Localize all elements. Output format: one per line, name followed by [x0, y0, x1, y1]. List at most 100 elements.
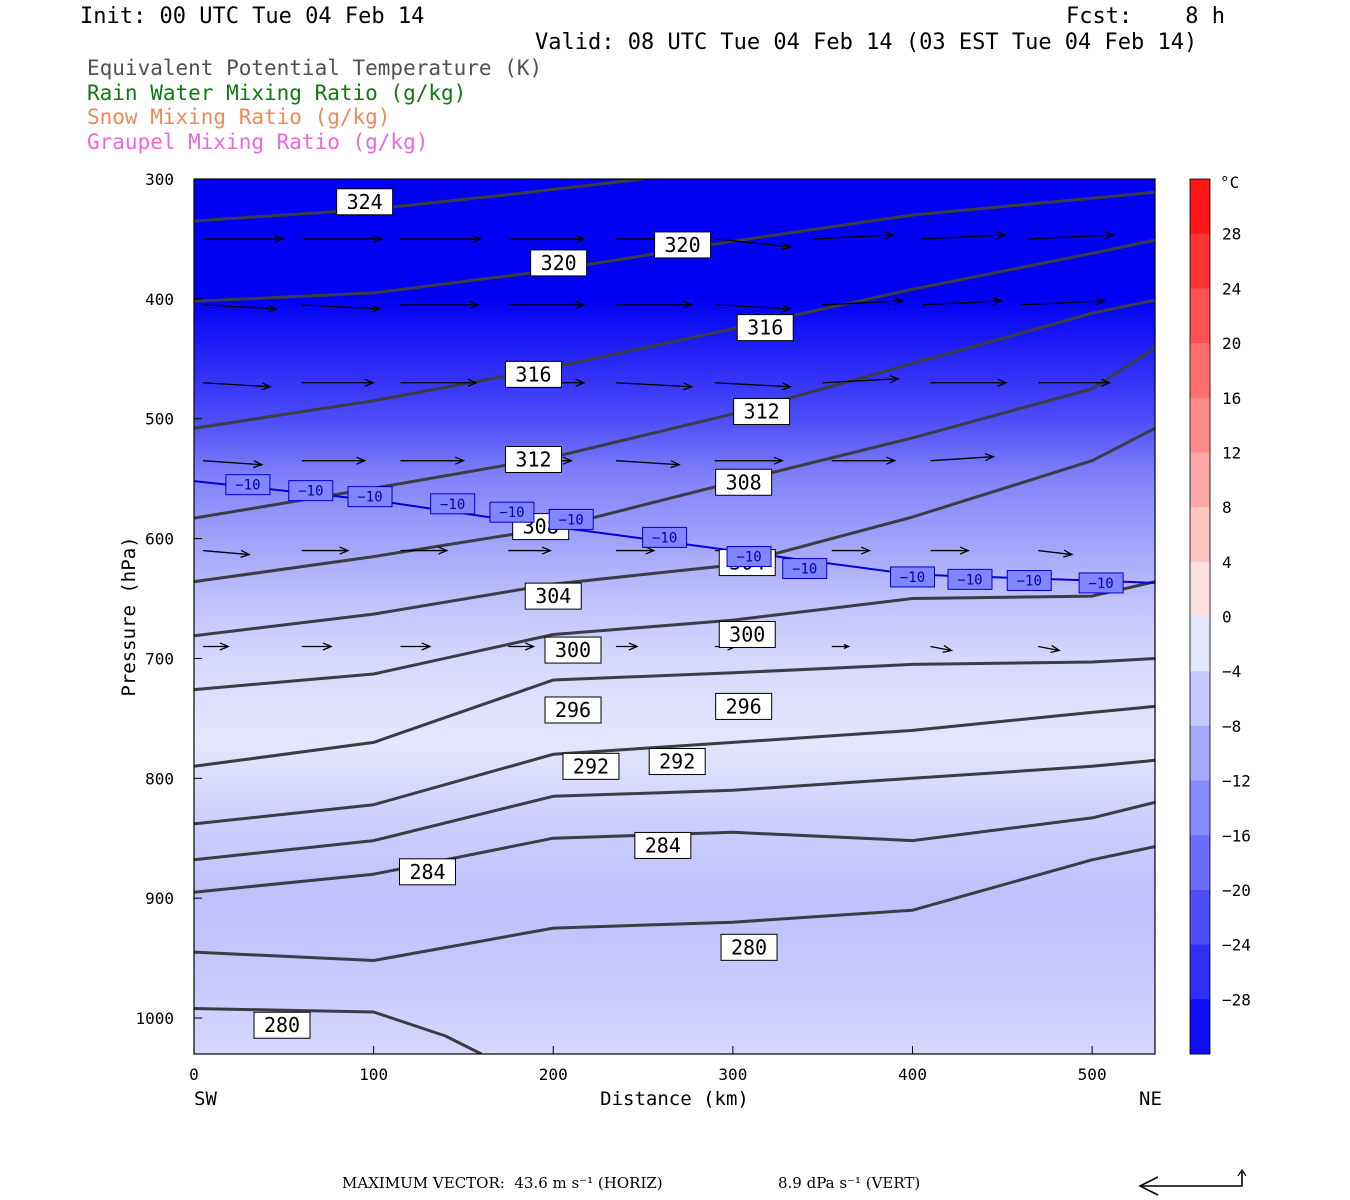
wind-vector-head — [467, 378, 478, 387]
isotherm-label-box — [890, 566, 936, 588]
colorbar-tick-label: 24 — [1222, 279, 1241, 298]
wind-vector — [301, 304, 380, 310]
isotherm-label-box — [225, 474, 271, 496]
wind-vector — [202, 460, 262, 466]
wind-vector — [202, 549, 250, 556]
max-vector-vertical: 8.9 dPa s⁻¹ (VERT) — [778, 1174, 921, 1192]
isotherm-label: −10 — [957, 572, 982, 588]
colorbar-segment — [1190, 343, 1210, 399]
isotherm-label: −10 — [298, 484, 323, 500]
contour-label-284: 284 — [409, 860, 445, 884]
wind-vector — [921, 300, 1002, 306]
contour-label-292: 292 — [573, 754, 609, 778]
contour-label-304: 304 — [535, 584, 571, 608]
colorbar-tick-label: −16 — [1222, 826, 1251, 845]
wind-vector — [930, 456, 994, 462]
x-end-label-ne: NE — [1139, 1088, 1162, 1110]
theta-e-contour-284 — [194, 800, 1155, 894]
valid-time: Valid: 08 UTC Tue 04 Feb 14 (03 EST Tue … — [535, 30, 1198, 55]
isotherm-label-box — [430, 493, 476, 515]
contour-label-box — [733, 398, 791, 426]
x-tick-label: 400 — [898, 1065, 927, 1084]
wind-vector — [921, 234, 1006, 240]
contour-label-300: 300 — [729, 622, 765, 646]
contour-label-308: 308 — [726, 470, 762, 494]
wind-vector-head — [781, 382, 793, 391]
colorbar-segment — [1190, 616, 1210, 672]
wind-vector-head — [781, 304, 793, 313]
isotherm-label: −10 — [792, 562, 817, 578]
theta-e-contour-280 — [194, 845, 1155, 962]
wind-vector-head — [843, 643, 851, 650]
contour-label-box — [720, 933, 778, 961]
contour-label-box — [530, 249, 588, 277]
contour-label-box — [399, 858, 457, 886]
wind-vector-head — [322, 642, 333, 651]
forecast-hour: Fcst: 8 h — [1066, 4, 1225, 29]
contour-label-box — [504, 360, 562, 388]
wind-vector-head — [455, 456, 466, 465]
colorbar-segment — [1190, 671, 1210, 727]
contour-label-280: 280 — [264, 1013, 300, 1037]
x-tick-label: 300 — [718, 1065, 747, 1084]
colorbar-tick-label: −24 — [1222, 936, 1251, 955]
init-time: Init: 00 UTC Tue 04 Feb 14 — [80, 4, 425, 29]
contour-label-box — [736, 314, 794, 342]
max-vector-horizontal: MAXIMUM VECTOR: 43.6 m s⁻¹ (HORIZ) — [342, 1174, 663, 1192]
colorbar-tick-label: −28 — [1222, 990, 1251, 1009]
wind-vector-head — [884, 231, 896, 240]
contour-label-box — [504, 445, 562, 473]
colorbar-segment — [1190, 999, 1210, 1055]
colorbar-segment — [1190, 780, 1210, 836]
isotherm-label: −10 — [499, 505, 524, 521]
contour-label-box — [544, 696, 602, 724]
x-tick-label: 0 — [189, 1065, 199, 1084]
contour-label-316: 316 — [747, 316, 783, 340]
theta-e-contour-288 — [194, 758, 1155, 862]
wind-vector-head — [628, 642, 639, 651]
wind-vector-head — [992, 297, 1003, 306]
wind-vector-head — [219, 642, 230, 651]
theta-e-contour-276 — [194, 1007, 483, 1054]
wind-vector — [1020, 300, 1105, 306]
contour-label-312: 312 — [744, 400, 780, 424]
y-tick-label: 800 — [145, 769, 174, 788]
wind-vector — [813, 234, 894, 240]
isotherm-label-box — [726, 546, 772, 568]
y-tick-label: 700 — [145, 649, 174, 668]
wind-vector — [714, 304, 791, 310]
isotherm-label: −10 — [652, 530, 677, 546]
wind-vector — [202, 304, 277, 310]
wind-vector-head — [670, 460, 681, 469]
contour-label-box — [648, 748, 706, 776]
contour-label-312: 312 — [515, 447, 551, 471]
wind-vector-head — [860, 546, 872, 555]
wind-vector-head — [1063, 549, 1074, 558]
colorbar-frame — [1189, 178, 1211, 1055]
contour-label-box — [718, 620, 776, 648]
theta-e-contour-300 — [194, 580, 1155, 692]
wind-vector-head — [339, 546, 350, 555]
wind-vector — [202, 382, 271, 388]
contour-label-box — [654, 231, 712, 259]
wind-vector-head — [373, 234, 384, 244]
legend-theta-e: Equivalent Potential Temperature (K) — [87, 56, 543, 80]
theta-e-contour-316 — [194, 238, 1155, 430]
colorbar-tick-label: 8 — [1222, 498, 1232, 517]
colorbar-tick-label: −4 — [1222, 662, 1241, 681]
wind-vector-head — [356, 456, 367, 465]
theta-e-contour-296 — [194, 657, 1155, 768]
wind-vector-head — [942, 644, 954, 653]
contour-label-276: 276 — [386, 1080, 422, 1104]
y-tick-label: 900 — [145, 889, 174, 908]
colorbar-segment — [1190, 452, 1210, 508]
contour-label-box — [336, 188, 394, 216]
wind-vector-head — [996, 231, 1008, 240]
wind-vector-head — [471, 234, 483, 244]
x-tick-label: 100 — [359, 1065, 388, 1084]
colorbar-tick-label: 28 — [1222, 225, 1241, 244]
wind-vector-head — [1104, 231, 1115, 240]
wind-vector — [1029, 234, 1114, 240]
x-tick-label: 500 — [1078, 1065, 1107, 1084]
